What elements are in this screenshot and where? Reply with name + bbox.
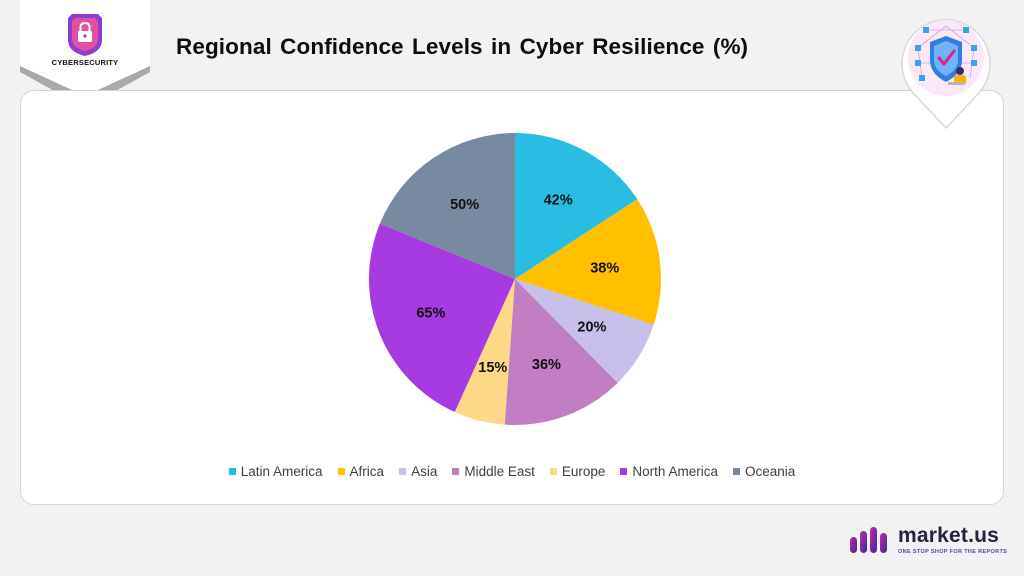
pie-slice-asia [515,279,654,383]
lock-icon [68,14,102,56]
legend-label: North America [632,464,718,479]
chart-legend: Latin America Africa Asia Middle East Europe… [0,464,1024,479]
legend-label: Oceania [744,464,796,479]
market-us-logo-icon [850,527,887,553]
data-label-europe: 15% [478,360,507,376]
legend-label: Africa [349,464,385,479]
pie-chart: 42% 38% 20% 36% 15% 65% 50% [369,133,661,425]
chart-title: Regional Confidence Levels in Cyber Resi… [176,34,749,59]
pie-slice-africa [515,199,661,325]
legend-swatch [228,468,236,475]
shield-check-icon [896,8,996,130]
pie-slice-europe [454,279,515,425]
legend-item: Asia [399,464,437,479]
data-label-middle-east: 36% [532,357,561,373]
legend-label: Latin America [240,464,323,479]
legend-swatch [399,468,407,475]
legend-swatch [732,468,740,475]
legend-item: Europe [549,464,606,479]
legend-item: Latin America [228,464,323,479]
legend-swatch [337,468,345,475]
brand-tagline: ONE STOP SHOP FOR THE REPORTS [898,549,1008,555]
pie-slice-north-america [369,223,515,413]
data-label-latin-america: 42% [544,192,573,208]
pie-slice-middle-east [504,279,618,425]
data-label-oceania: 50% [450,197,479,213]
brand-name: market.us [898,524,1000,547]
legend-label: Asia [411,464,438,479]
pie-slice-oceania [379,133,515,279]
cybersecurity-badge: CYBERSECURITY [20,0,150,108]
badge-shape [20,0,150,108]
legend-item: Africa [337,464,385,479]
legend-item: Middle East [452,464,535,479]
data-label-asia: 20% [577,320,606,336]
legend-item: Oceania [732,464,796,479]
pie-slice-latin-america [515,133,638,279]
legend-label: Europe [561,464,606,479]
legend-swatch [452,468,460,475]
brand-logo: market.us ONE STOP SHOP FOR THE REPORTS [850,524,1010,560]
legend-label: Middle East [464,464,535,479]
data-label-africa: 38% [590,260,619,276]
data-label-north-america: 65% [416,305,445,321]
legend-item: North America [620,464,718,479]
legend-swatch [620,468,628,475]
badge-label: CYBERSECURITY [51,58,119,67]
legend-swatch [549,468,557,475]
